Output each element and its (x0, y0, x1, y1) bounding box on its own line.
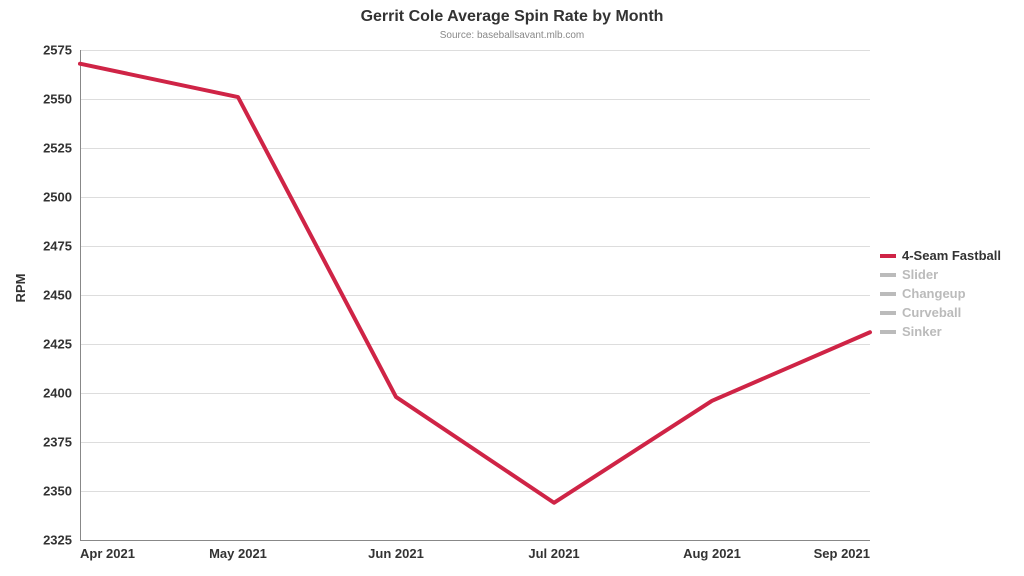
legend-swatch (880, 292, 896, 296)
x-tick-label: Aug 2021 (683, 540, 741, 561)
legend-label: Curveball (902, 305, 961, 320)
legend-item-slider[interactable]: Slider (880, 267, 1001, 282)
legend-swatch (880, 273, 896, 277)
series-line-4-seam-fastball (80, 64, 870, 503)
legend-item-curveball[interactable]: Curveball (880, 305, 1001, 320)
y-tick-label: 2475 (43, 239, 80, 254)
plot-area: 2325235023752400242524502475250025252550… (80, 50, 870, 540)
y-tick-label: 2575 (43, 43, 80, 58)
legend-label: Sinker (902, 324, 942, 339)
y-tick-label: 2550 (43, 92, 80, 107)
x-axis (80, 540, 870, 541)
x-tick-label: Sep 2021 (814, 540, 870, 561)
x-tick-label: May 2021 (209, 540, 267, 561)
chart-subtitle: Source: baseballsavant.mlb.com (0, 30, 1024, 41)
legend-label: 4-Seam Fastball (902, 248, 1001, 263)
y-tick-label: 2350 (43, 484, 80, 499)
y-tick-label: 2400 (43, 386, 80, 401)
x-tick-label: Apr 2021 (80, 540, 135, 561)
spin-rate-chart: Gerrit Cole Average Spin Rate by Month S… (0, 0, 1024, 576)
x-tick-label: Jul 2021 (528, 540, 579, 561)
y-axis-label: RPM (13, 274, 28, 303)
legend-swatch (880, 330, 896, 334)
legend-item-changeup[interactable]: Changeup (880, 286, 1001, 301)
x-tick-label: Jun 2021 (368, 540, 424, 561)
y-tick-label: 2425 (43, 337, 80, 352)
y-tick-label: 2375 (43, 435, 80, 450)
y-tick-label: 2450 (43, 288, 80, 303)
legend-label: Changeup (902, 286, 966, 301)
y-tick-label: 2525 (43, 141, 80, 156)
legend-swatch (880, 254, 896, 258)
chart-legend: 4-Seam Fastball Slider Changeup Curveball Si… (880, 248, 1001, 343)
legend-item-sinker[interactable]: Sinker (880, 324, 1001, 339)
line-layer (80, 50, 870, 540)
legend-label: Slider (902, 267, 938, 282)
y-tick-label: 2500 (43, 190, 80, 205)
chart-title: Gerrit Cole Average Spin Rate by Month (0, 8, 1024, 26)
legend-item-4-seam-fastball[interactable]: 4-Seam Fastball (880, 248, 1001, 263)
y-tick-label: 2325 (43, 533, 80, 548)
legend-swatch (880, 311, 896, 315)
